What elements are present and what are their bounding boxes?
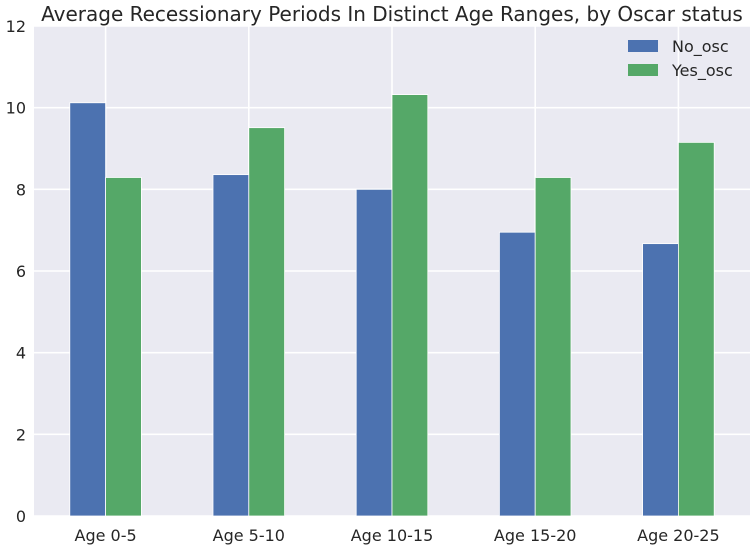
chart-title: Average Recessionary Periods In Distinct… bbox=[41, 2, 743, 26]
bar-no-osc bbox=[498, 231, 536, 517]
bar-no-osc bbox=[69, 102, 107, 517]
bar-yes-osc bbox=[391, 94, 429, 517]
bars bbox=[69, 94, 715, 517]
x-tick-label: Age 10-15 bbox=[351, 526, 434, 545]
bar-no-osc bbox=[212, 174, 250, 517]
legend: No_osc Yes_osc bbox=[628, 37, 733, 81]
legend-swatch-yes-osc bbox=[628, 64, 658, 76]
y-tick-label: 10 bbox=[6, 99, 26, 118]
legend-swatch-no-osc bbox=[628, 40, 658, 52]
x-tick-label: Age 5-10 bbox=[213, 526, 285, 545]
x-tick-label: Age 0-5 bbox=[75, 526, 137, 545]
y-tick-label: 0 bbox=[16, 507, 26, 526]
bar-no-osc bbox=[355, 188, 393, 517]
bar-yes-osc bbox=[105, 177, 142, 517]
y-tick-label: 8 bbox=[16, 180, 26, 199]
y-axis-ticks: 0 2 4 6 8 10 12 bbox=[6, 17, 26, 526]
bar-no-osc bbox=[642, 243, 679, 517]
x-axis-ticks: Age 0-5 Age 5-10 Age 10-15 Age 15-20 Age 20-… bbox=[75, 526, 720, 545]
bar-yes-osc bbox=[248, 127, 286, 517]
y-tick-label: 2 bbox=[16, 425, 26, 444]
x-tick-label: Age 15-20 bbox=[494, 526, 577, 545]
y-tick-label: 4 bbox=[16, 344, 26, 363]
bar-yes-osc bbox=[534, 177, 572, 517]
bar-yes-osc bbox=[678, 141, 715, 517]
legend-label-yes-osc: Yes_osc bbox=[671, 61, 733, 81]
y-tick-label: 6 bbox=[16, 262, 26, 281]
x-tick-label: Age 20-25 bbox=[637, 526, 720, 545]
legend-label-no-osc: No_osc bbox=[672, 37, 729, 57]
y-tick-label: 12 bbox=[6, 17, 26, 36]
